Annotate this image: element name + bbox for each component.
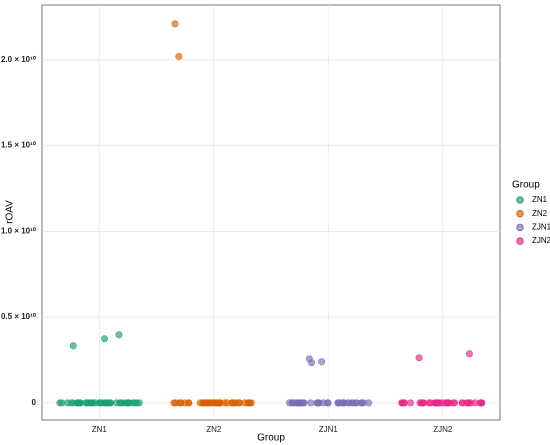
point xyxy=(171,20,179,28)
point xyxy=(458,399,466,407)
legend-label: ZN2 xyxy=(532,209,548,218)
point xyxy=(464,399,472,407)
y-tick-label: 0.5 × 10¹⁰ xyxy=(1,312,37,321)
point xyxy=(76,399,84,407)
x-tick-label: ZN2 xyxy=(206,425,222,434)
point xyxy=(64,399,72,407)
point xyxy=(185,399,193,407)
point xyxy=(398,399,406,407)
point xyxy=(87,399,95,407)
point xyxy=(465,350,473,358)
x-tick-label: ZJN1 xyxy=(319,425,339,434)
point xyxy=(101,335,109,343)
point xyxy=(220,399,228,407)
x-tick-label: ZN1 xyxy=(92,425,108,434)
legend-label: ZJN1 xyxy=(532,223,550,232)
point xyxy=(307,399,315,407)
point xyxy=(115,331,123,339)
point xyxy=(324,399,332,407)
point xyxy=(228,399,236,407)
point xyxy=(352,399,360,407)
point xyxy=(407,399,415,407)
point xyxy=(415,354,423,362)
y-tick-label: 2.0 × 10¹⁰ xyxy=(1,55,37,64)
point xyxy=(118,399,126,407)
point xyxy=(175,52,183,60)
y-tick-label: 1.5 × 10¹⁰ xyxy=(1,141,37,150)
point xyxy=(235,399,243,407)
point xyxy=(213,399,221,407)
legend-label: ZJN2 xyxy=(532,236,550,245)
legend-swatch xyxy=(516,223,524,232)
point xyxy=(124,399,132,407)
panel xyxy=(41,4,501,421)
legend-swatch xyxy=(516,196,524,204)
x-tick-label: ZJN2 xyxy=(433,425,453,434)
point xyxy=(295,399,303,407)
y-tick-label: 0 xyxy=(32,398,37,407)
point xyxy=(172,399,180,407)
point xyxy=(69,342,77,350)
point xyxy=(416,399,424,407)
point xyxy=(451,399,459,407)
point xyxy=(308,359,316,367)
point xyxy=(478,399,486,407)
point xyxy=(107,399,115,407)
y-axis-label: rOAV xyxy=(5,200,16,224)
point xyxy=(434,399,442,407)
point xyxy=(318,358,326,366)
point xyxy=(58,399,66,407)
y-tick-label: 1.0 × 10¹⁰ xyxy=(1,226,37,235)
x-axis-label: Group xyxy=(257,433,285,444)
point xyxy=(313,399,321,407)
point xyxy=(445,399,453,407)
point xyxy=(360,399,368,407)
point xyxy=(338,399,346,407)
legend-swatch xyxy=(516,237,524,245)
point xyxy=(133,399,141,407)
legend-swatch xyxy=(516,210,524,218)
legend-title: Group xyxy=(512,180,540,191)
legend-label: ZN1 xyxy=(532,195,548,204)
point xyxy=(203,399,211,407)
